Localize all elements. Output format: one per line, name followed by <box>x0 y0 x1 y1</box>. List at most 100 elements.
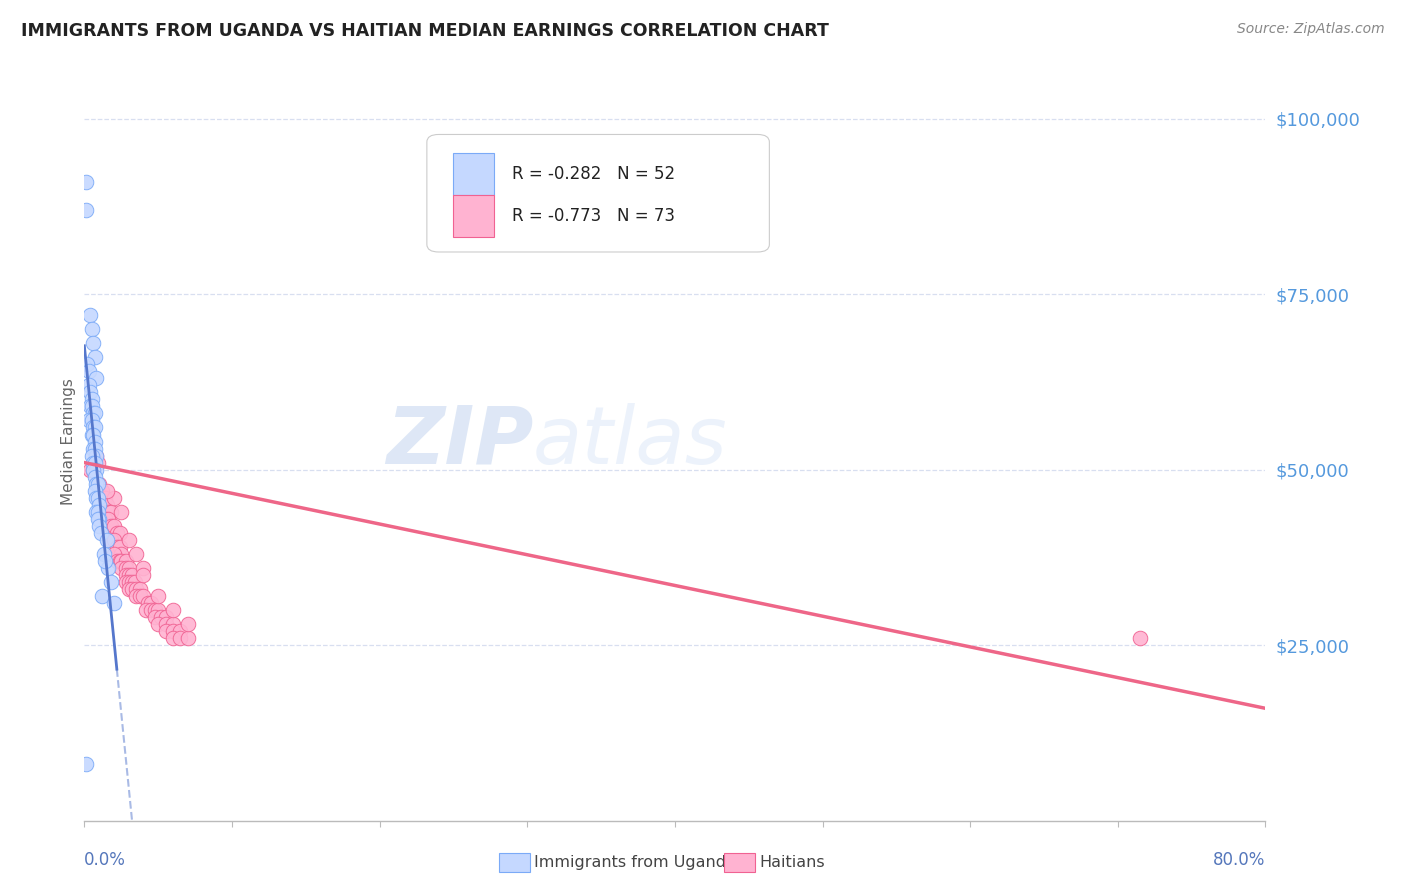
Point <box>82 407 104 421</box>
Point <box>108 540 131 554</box>
Point <box>83 469 105 483</box>
Point <box>162 617 184 632</box>
Point <box>136 596 159 610</box>
Point <box>155 624 177 639</box>
Point <box>94 512 117 526</box>
Point <box>94 491 117 505</box>
Point <box>82 462 104 476</box>
Point <box>87 476 111 491</box>
Point <box>82 442 104 456</box>
Point <box>177 631 200 645</box>
Point <box>169 624 191 639</box>
Point <box>80 322 103 336</box>
Point <box>148 589 170 603</box>
Bar <box>453 153 494 195</box>
Point <box>143 603 166 617</box>
Point <box>86 512 108 526</box>
Point <box>83 456 105 470</box>
Point <box>105 554 128 568</box>
Point <box>108 525 131 540</box>
Point <box>83 434 105 449</box>
Point <box>162 603 184 617</box>
Point <box>75 202 97 217</box>
Point <box>79 400 101 414</box>
Point <box>148 603 170 617</box>
Point <box>84 449 107 463</box>
Point <box>80 449 103 463</box>
Point <box>84 449 107 463</box>
Point <box>75 175 97 189</box>
Point <box>162 624 184 639</box>
Point <box>103 491 125 505</box>
Point <box>121 582 143 596</box>
Point <box>87 498 111 512</box>
Point <box>124 574 146 589</box>
Point <box>82 462 104 476</box>
Point <box>96 533 118 547</box>
Point <box>82 336 104 351</box>
Point <box>103 596 125 610</box>
Point <box>139 596 162 610</box>
Point <box>1129 631 1152 645</box>
Text: ZIP: ZIP <box>385 402 533 481</box>
Point <box>110 554 132 568</box>
Point <box>114 561 136 575</box>
Point <box>103 518 125 533</box>
Point <box>84 476 107 491</box>
Point <box>114 574 136 589</box>
Point <box>83 483 105 498</box>
Point <box>121 568 143 582</box>
Point <box>79 462 101 476</box>
Text: Source: ZipAtlas.com: Source: ZipAtlas.com <box>1237 22 1385 37</box>
Point <box>75 757 97 772</box>
Point <box>79 308 101 322</box>
Point <box>83 442 105 456</box>
Point <box>169 631 191 645</box>
Text: R = -0.282   N = 52: R = -0.282 N = 52 <box>512 165 675 183</box>
Point <box>94 554 117 568</box>
Point <box>84 371 107 385</box>
Point <box>129 589 152 603</box>
Point <box>125 589 148 603</box>
Point <box>96 483 118 498</box>
Point <box>110 561 132 575</box>
Point <box>105 540 128 554</box>
Point <box>118 533 141 547</box>
Point <box>118 582 141 596</box>
Point <box>97 512 120 526</box>
Point <box>139 603 162 617</box>
Point <box>83 420 105 434</box>
Point <box>100 505 122 519</box>
FancyBboxPatch shape <box>427 135 769 252</box>
Point <box>76 357 98 371</box>
Point <box>114 568 136 582</box>
Point <box>155 617 177 632</box>
Point <box>121 574 143 589</box>
Point <box>114 554 136 568</box>
Point <box>125 582 148 596</box>
Point <box>93 547 115 561</box>
Text: 0.0%: 0.0% <box>84 851 127 869</box>
Point <box>155 610 177 624</box>
Point <box>77 364 100 378</box>
Point <box>110 547 132 561</box>
Point <box>83 407 105 421</box>
Y-axis label: Median Earnings: Median Earnings <box>60 378 76 505</box>
Text: Haitians: Haitians <box>759 855 825 870</box>
Point <box>132 589 155 603</box>
Point <box>129 582 152 596</box>
Text: atlas: atlas <box>533 402 728 481</box>
Point <box>83 351 105 365</box>
Point <box>86 476 108 491</box>
Point <box>84 462 107 476</box>
Point <box>86 491 108 505</box>
Point <box>100 518 122 533</box>
Point <box>108 554 131 568</box>
Text: R = -0.773   N = 73: R = -0.773 N = 73 <box>512 207 675 225</box>
Point <box>132 561 155 575</box>
Point <box>125 547 148 561</box>
Point <box>100 533 122 547</box>
Point <box>97 561 120 575</box>
Point <box>86 505 108 519</box>
Point <box>87 512 111 526</box>
